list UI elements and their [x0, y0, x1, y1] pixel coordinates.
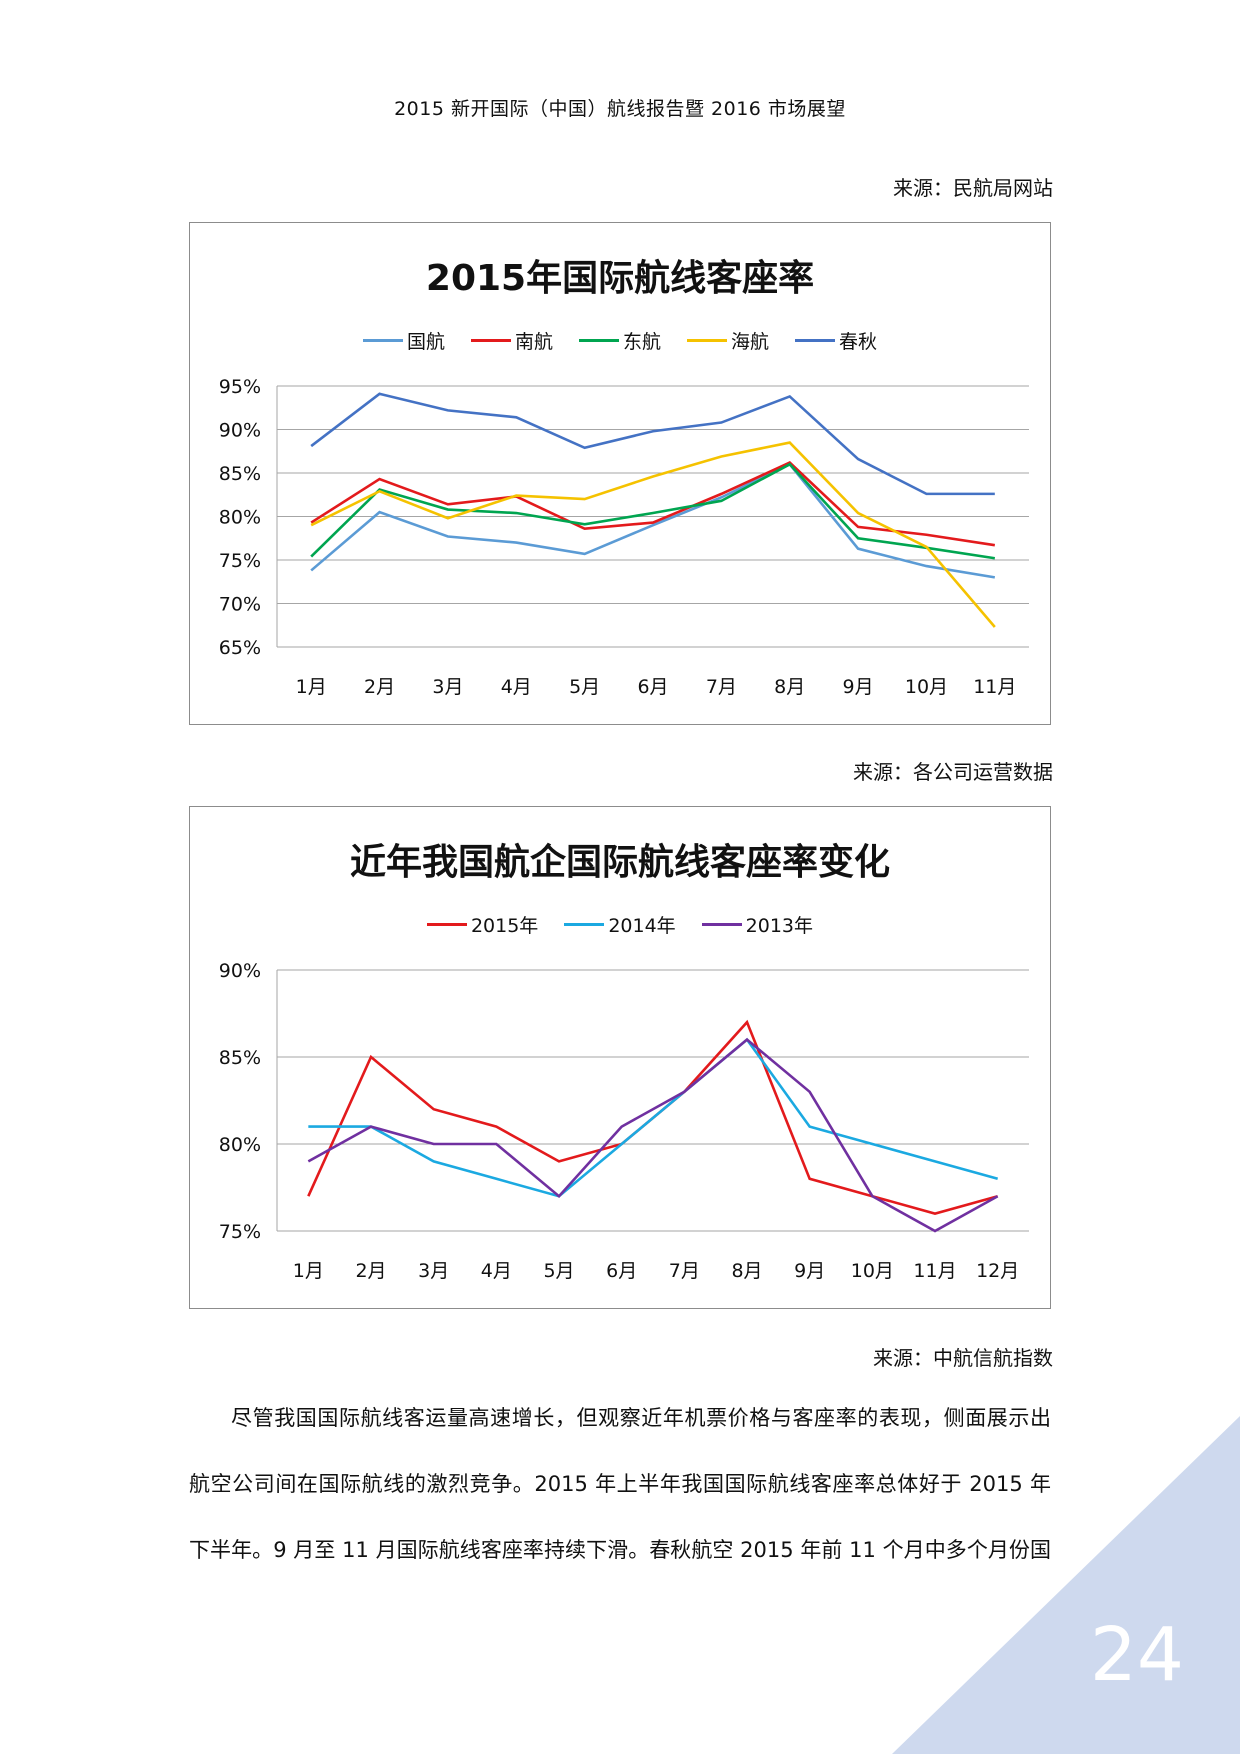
- chart-2-legend-label: 2015年: [470, 915, 539, 937]
- chart-2-series-line: [308, 1037, 999, 1198]
- chart-2-x-tick: 9月: [794, 1260, 825, 1282]
- chart-1-x-tick: 9月: [843, 676, 874, 698]
- chart-2-x-tick: 5月: [543, 1260, 574, 1282]
- page-header: 2015 新开国际（中国）航线报告暨 2016 市场展望: [394, 98, 846, 120]
- chart-1-legend-item: 东航: [578, 327, 661, 354]
- source-note-3: 来源：中航信航指数: [873, 1346, 1053, 1370]
- body-paragraph-line-3: 下半年。9 月至 11 月国际航线客座率持续下滑。春秋航空 2015 年前 11…: [189, 1538, 1051, 1562]
- chart-1-x-tick: 7月: [706, 676, 737, 698]
- chart-1-legend-item: 海航: [687, 327, 769, 354]
- chart-1-y-tick: 65%: [219, 637, 261, 659]
- chart-1-y-tick: 95%: [219, 376, 261, 398]
- chart-1-x-tick: 11月: [973, 676, 1016, 698]
- chart-2-y-tick: 80%: [219, 1134, 261, 1156]
- chart-1-y-tick: 90%: [219, 420, 261, 442]
- chart-2-plot: 75% 80% 85% 90% 1月 2月 3月 4月 5月 6月 7月 8月 9月 10月 11月 12月: [219, 960, 1029, 1282]
- chart-2-x-tick: 8月: [731, 1260, 762, 1282]
- chart-1-frame: 2015年国际航线客座率 国航 南航 东航 海航 春秋 65% 70% 75% 80% 85% 9…: [189, 222, 1051, 725]
- chart-1-legend-swatch: [470, 339, 511, 342]
- chart-2-series-line: [307, 1037, 999, 1233]
- chart-2-legend: 2015年 2014年 2013年: [190, 911, 1050, 938]
- chart-1-y-tick: 75%: [219, 550, 261, 572]
- chart-2-x-tick: 7月: [669, 1260, 700, 1282]
- chart-2-x-tick: 2月: [355, 1260, 386, 1282]
- chart-2-x-tick: 4月: [481, 1260, 512, 1282]
- chart-1-series-line: [310, 441, 996, 628]
- chart-2-y-tick: 85%: [219, 1047, 261, 1069]
- chart-1-y-tick: 70%: [219, 594, 261, 616]
- chart-2-y-tick: 75%: [219, 1221, 261, 1243]
- chart-1-legend: 国航 南航 东航 海航 春秋: [190, 327, 1050, 354]
- chart-1-legend-label: 海航: [731, 331, 770, 353]
- chart-1-x-tick: 4月: [501, 676, 532, 698]
- chart-2-legend-swatch: [426, 923, 467, 926]
- chart-2-legend-swatch: [564, 923, 605, 926]
- chart-2-x-tick: 12月: [976, 1260, 1019, 1282]
- chart-1-x-tick: 8月: [774, 676, 805, 698]
- chart-2-y-tick: 90%: [219, 960, 261, 982]
- chart-2-x-tick: 1月: [293, 1260, 324, 1282]
- chart-2-x-tick: 6月: [606, 1260, 637, 1282]
- chart-1-y-tick: 80%: [219, 507, 261, 529]
- chart-2-x-tick: 3月: [418, 1260, 449, 1282]
- chart-2-x-tick: 10月: [851, 1260, 894, 1282]
- chart-1-x-tick: 10月: [905, 676, 948, 698]
- source-note-1: 来源：民航局网站: [893, 176, 1053, 200]
- chart-1-plot: 65% 70% 75% 80% 85% 90% 95% 1月 2月 3月 4月 5月 6月 7月 8月 9月 1…: [219, 376, 1029, 698]
- chart-1-legend-swatch: [362, 339, 403, 342]
- chart-1-x-tick: 5月: [569, 676, 600, 698]
- chart-2-legend-item: 2015年: [426, 911, 539, 938]
- body-paragraph-line-2: 航空公司间在国际航线的激烈竞争。2015 年上半年我国国际航线客座率总体好于 2…: [189, 1472, 1051, 1496]
- chart-1-x-tick: 3月: [432, 676, 463, 698]
- chart-1-title: 2015年国际航线客座率: [425, 258, 815, 299]
- chart-1-legend-swatch: [578, 339, 619, 342]
- chart-1-series-line: [310, 461, 996, 547]
- chart-1-legend-item: 春秋: [795, 327, 877, 354]
- body-paragraph-line-1: 尽管我国国际航线客运量高速增长，但观察近年机票价格与客座率的表现，侧面展示出: [231, 1406, 1051, 1430]
- chart-1-legend-label: 南航: [514, 331, 553, 353]
- chart-1-series-line: [310, 462, 996, 579]
- chart-1-x-tick: 6月: [637, 676, 668, 698]
- chart-1-series-line: [310, 392, 995, 496]
- source-note-2: 来源：各公司运营数据: [853, 760, 1053, 784]
- chart-1-legend-swatch: [687, 339, 727, 342]
- chart-2-legend-label: 2013年: [745, 915, 814, 937]
- chart-1-legend-item: 南航: [470, 327, 553, 354]
- chart-2-frame: 近年我国航企国际航线客座率变化 2015年 2014年 2013年 75% 80% 85…: [189, 806, 1051, 1309]
- chart-2-legend-item: 2014年: [564, 911, 676, 938]
- chart-1-x-tick: 2月: [364, 676, 395, 698]
- chart-2-x-tick: 11月: [913, 1260, 956, 1282]
- page-number: 24: [1089, 1612, 1184, 1698]
- chart-1-x-tick: 1月: [296, 676, 327, 698]
- chart-1-legend-label: 国航: [406, 331, 445, 353]
- chart-2-legend-item: 2013年: [701, 911, 814, 938]
- chart-1-y-tick: 85%: [219, 463, 261, 485]
- chart-2-legend-swatch: [701, 923, 742, 926]
- chart-1-series-line: [310, 462, 996, 560]
- chart-2-legend-label: 2014年: [608, 915, 676, 937]
- chart-2-title: 近年我国航企国际航线客座率变化: [349, 842, 890, 883]
- chart-1-legend-label: 东航: [622, 331, 661, 353]
- chart-1-legend-label: 春秋: [839, 331, 878, 353]
- chart-1-legend-item: 国航: [362, 327, 445, 354]
- chart-1-legend-swatch: [795, 339, 836, 342]
